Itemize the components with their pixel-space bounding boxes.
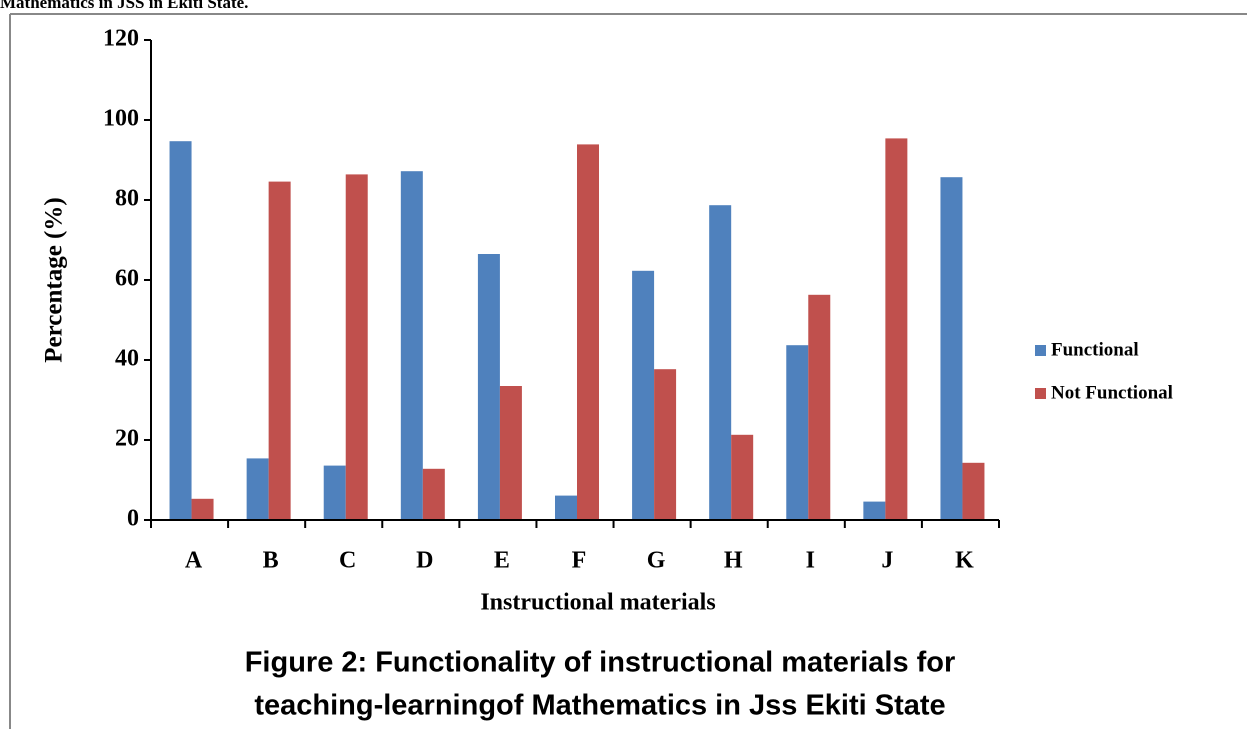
x-tick-label: F (572, 548, 587, 574)
x-tick-label: H (724, 548, 743, 574)
bar (940, 177, 963, 520)
bar (499, 386, 522, 520)
bar (246, 458, 269, 520)
bar (555, 495, 577, 520)
y-tick-label: 120 (103, 26, 139, 52)
bar (477, 254, 500, 520)
y-tick-label: 0 (127, 506, 139, 532)
bar (885, 138, 908, 520)
bar (863, 501, 886, 520)
bar (345, 174, 368, 520)
legend-label: Not Functional (1051, 382, 1173, 403)
bar (169, 141, 192, 520)
y-tick-label: 20 (115, 426, 139, 452)
x-tick-label: B (263, 548, 279, 574)
caption: Figure 2: Functionality of instructional… (245, 647, 956, 679)
x-tick-label: A (185, 548, 203, 574)
bar (632, 270, 655, 520)
y-tick-label: 60 (115, 266, 139, 292)
caption: teaching-learningof Mathematics in Jss E… (254, 690, 945, 722)
y-tick-label: 80 (115, 186, 139, 212)
x-tick-label: D (416, 548, 433, 574)
bar (422, 468, 445, 520)
x-tick-label: J (881, 548, 893, 574)
legend-swatch (1035, 345, 1046, 356)
x-axis-title: Instructional materials (480, 590, 715, 616)
header: Mathematics in JSS in Ekiti State. (0, 0, 248, 12)
x-tick-label: K (955, 548, 974, 574)
y-tick-label: 100 (103, 106, 139, 132)
y-axis-title: Percentage (%) (41, 197, 68, 362)
x-tick-label: I (806, 548, 815, 574)
bar (400, 171, 423, 520)
bar (191, 498, 214, 520)
bar (786, 345, 809, 520)
bar (323, 465, 346, 520)
bar (577, 144, 599, 520)
bar (654, 369, 677, 520)
y-tick-label: 40 (115, 346, 139, 372)
bar (731, 434, 754, 520)
legend-label: Functional (1051, 339, 1139, 360)
bar (709, 205, 732, 520)
bar (808, 294, 831, 520)
bar (962, 462, 985, 520)
x-tick-label: E (494, 548, 510, 574)
x-tick-label: G (647, 548, 666, 574)
bar (268, 181, 291, 520)
legend-swatch (1035, 388, 1046, 399)
x-tick-label: C (339, 548, 356, 574)
